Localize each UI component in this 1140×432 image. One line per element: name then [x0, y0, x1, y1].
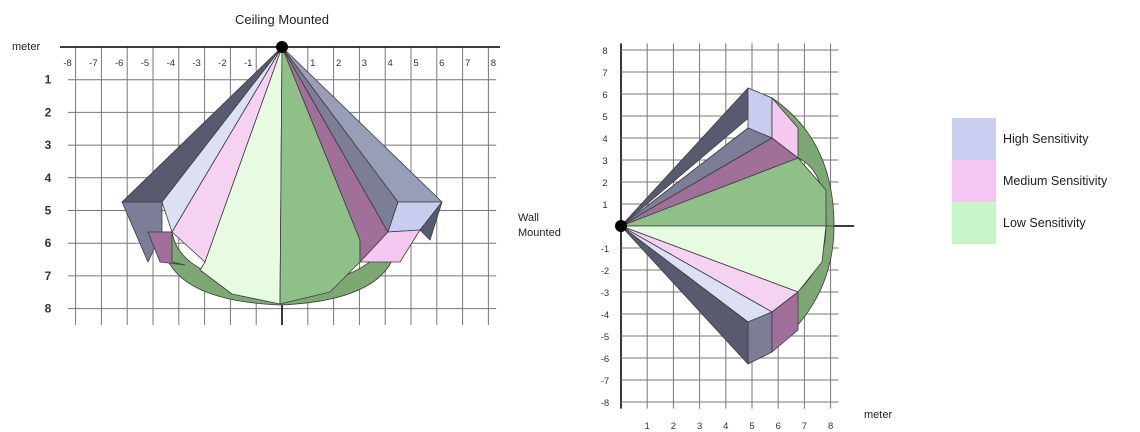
- wall-y-tick-label: -2: [601, 266, 609, 277]
- ceiling-x-tick-label: -5: [141, 58, 149, 69]
- wall-y-tick-label: -1: [601, 244, 609, 255]
- wall-title-line1: Wall: [518, 212, 539, 224]
- legend-label: Low Sensitivity: [1003, 216, 1086, 230]
- ceiling-x-tick-label: -3: [192, 58, 200, 69]
- ceiling-x-tick-label: 8: [491, 58, 496, 69]
- ceiling-x-tick-label: 5: [413, 58, 418, 69]
- wall-x-tick-label: 1: [645, 421, 650, 432]
- ceiling-chart: Ceiling Mounted meter -8 -7 -6 -5 -4 -3 -2 -1 1 2…: [12, 12, 500, 325]
- ceiling-x-tick-label: -8: [63, 58, 71, 69]
- ceiling-y-tick-label: 4: [45, 171, 52, 185]
- ceiling-x-tick-label: -6: [115, 58, 123, 69]
- wall-y-tick-label: 7: [602, 68, 607, 79]
- ceiling-x-tick-label: -4: [167, 58, 175, 69]
- ceiling-x-tick-label: 4: [388, 58, 393, 69]
- ceiling-y-tick-label: 7: [45, 269, 52, 283]
- ceiling-y-tick-label: 1: [45, 73, 52, 87]
- wall-y-tick-label: 6: [602, 90, 607, 101]
- wall-y-tick-label: -7: [601, 376, 609, 387]
- wall-y-tick-label: 4: [602, 134, 607, 145]
- wall-title-line2: Mounted: [518, 227, 561, 239]
- wall-y-tick-label: -3: [601, 288, 609, 299]
- wall-detection-shape: [620, 87, 835, 365]
- ceiling-y-ticks: 1 2 3 4 5 6 7 8: [45, 73, 52, 316]
- wall-medium-side-lower: [771, 291, 799, 353]
- ceiling-x-tick-label: 6: [439, 58, 444, 69]
- legend: High Sensitivity Medium Sensitivity Low Se…: [952, 118, 1108, 244]
- ceiling-unit-label: meter: [12, 41, 40, 53]
- wall-y-tick-label: 3: [602, 156, 607, 167]
- wall-y-tick-label: -6: [601, 354, 609, 365]
- wall-x-tick-label: 4: [723, 421, 728, 432]
- wall-y-tick-label: -5: [601, 332, 609, 343]
- wall-chart: Wall Mounted meter 1 2 3 4 5 6 7 8 8 7 6 5 4 3 2 1 -1 -2…: [518, 43, 892, 432]
- ceiling-x-tick-label: -2: [218, 58, 226, 69]
- ceiling-x-tick-label: -7: [89, 58, 97, 69]
- ceiling-high-outer-right-edge: [419, 201, 443, 241]
- ceiling-x-tick-label: 3: [362, 58, 367, 69]
- wall-x-tick-label: 8: [828, 421, 833, 432]
- ceiling-y-tick-label: 5: [45, 204, 52, 218]
- ceiling-x-tick-label: 1: [310, 58, 315, 69]
- wall-y-tick-label: 1: [602, 200, 607, 211]
- legend-label: High Sensitivity: [1003, 132, 1089, 146]
- ceiling-x-tick-label: 7: [465, 58, 470, 69]
- wall-high-bottom-lower: [620, 225, 749, 365]
- legend-swatch: [952, 202, 996, 244]
- wall-y-tick-label: 8: [602, 46, 607, 57]
- wall-unit-label: meter: [864, 409, 892, 421]
- wall-y-tick-label: -8: [601, 398, 609, 409]
- ceiling-title: Ceiling Mounted: [235, 12, 329, 27]
- ceiling-medium-side-left: [147, 231, 186, 266]
- wall-x-ticks: 1 2 3 4 5 6 7 8: [645, 421, 834, 432]
- wall-x-tick-label: 2: [671, 421, 676, 432]
- wall-x-tick-label: 7: [802, 421, 807, 432]
- wall-x-tick-label: 6: [776, 421, 781, 432]
- wall-y-tick-label: 5: [602, 112, 607, 123]
- wall-x-tick-label: 3: [697, 421, 702, 432]
- wall-y-tick-label: -4: [601, 310, 609, 321]
- ceiling-medium-side-right: [359, 229, 421, 263]
- wall-y-tick-label: 2: [602, 178, 607, 189]
- ceiling-x-tick-label: -1: [244, 58, 252, 69]
- ceiling-detection-shape: [121, 46, 443, 306]
- ceiling-x-tick-label: 2: [336, 58, 341, 69]
- wall-x-tick-label: 5: [749, 421, 754, 432]
- wall-mount-point: [615, 220, 627, 232]
- legend-swatch: [952, 118, 996, 160]
- ceiling-y-tick-label: 8: [45, 302, 52, 316]
- ceiling-x-ticks: -8 -7 -6 -5 -4 -3 -2 -1 1 2 3 4 5 6 7 8: [63, 58, 496, 69]
- ceiling-mount-point: [276, 41, 288, 53]
- legend-swatch: [952, 160, 996, 202]
- ceiling-y-tick-label: 2: [45, 105, 52, 119]
- wall-y-ticks: 8 7 6 5 4 3 2 1 -1 -2 -3 -4 -5 -6 -7 -8: [601, 46, 609, 409]
- ceiling-y-tick-label: 6: [45, 236, 52, 250]
- legend-label: Medium Sensitivity: [1003, 174, 1108, 188]
- ceiling-y-tick-label: 3: [45, 138, 52, 152]
